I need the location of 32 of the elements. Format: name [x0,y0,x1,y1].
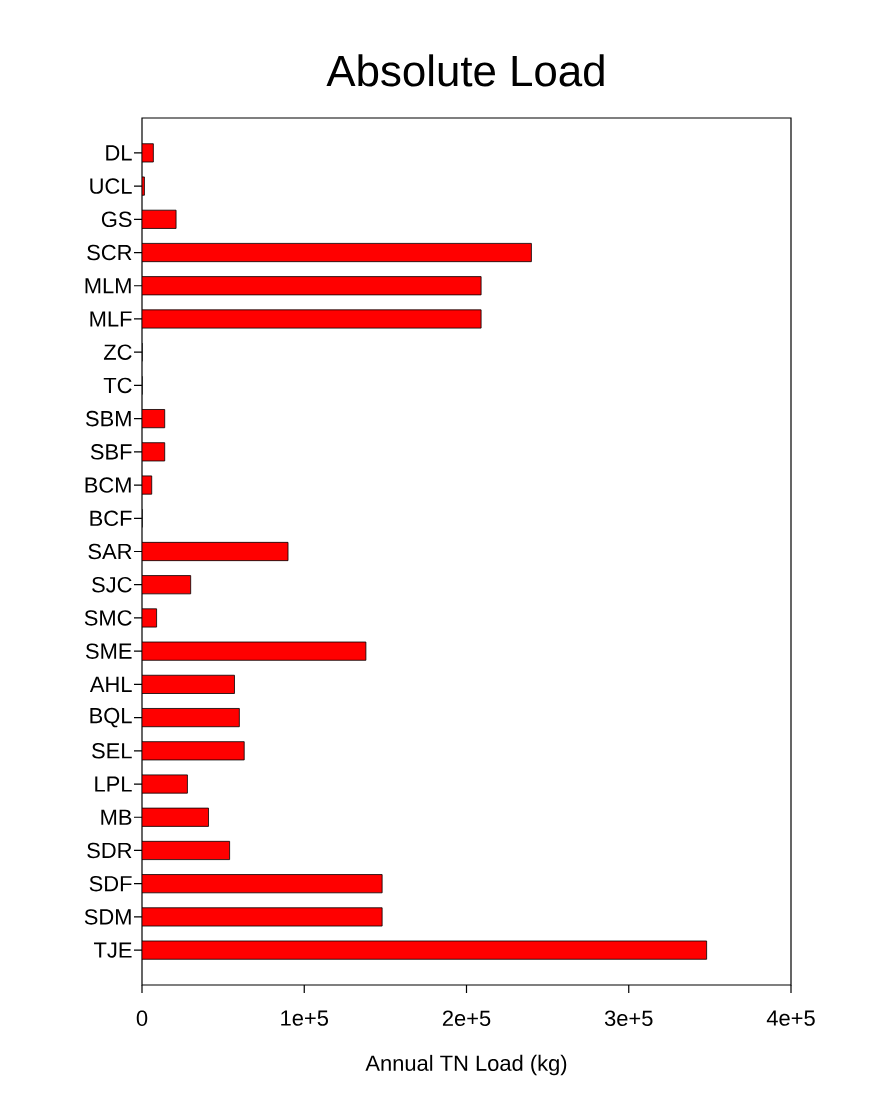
y-tick-label: TJE [94,942,132,958]
y-tick-label: SJC [92,576,132,593]
y-tick-label: GS [101,211,132,228]
y-tick-label: SME [85,643,132,659]
y-tick-label: AHL [89,676,132,692]
y-tick-label: SAR [88,543,132,560]
y-tick-label: TC [103,377,132,394]
y-tick-label: MLF [90,311,132,327]
y-tick-label: SBM [85,410,131,427]
y-tick-label: SBF [90,444,132,460]
y-tick-label: MLM [85,278,131,294]
y-tick-label: DL [106,145,132,161]
chart-title: Absolute Load [326,54,604,87]
y-tick-label: UCL [90,178,132,194]
y-tick-label: SDR [87,842,132,859]
y-tick-label: SEL [92,743,132,759]
y-tick-label: SDM [84,909,131,925]
y-tick-label: SCR [87,244,132,261]
y-tick-label: ZC [103,344,132,360]
y-tick-label: SDF [89,875,132,892]
x-tick-label: 0 [136,1010,148,1027]
x-tick-label: 1e+5 [281,1010,328,1026]
x-tick-label: 2e+5 [442,1010,491,1027]
x-tick-label: 3e+5 [604,1010,653,1027]
y-tick-label: LPL [95,776,132,792]
y-tick-label: SMC [84,610,132,626]
x-axis-title: Annual TN Load (kg) [365,1054,567,1076]
y-tick-label: MB [101,809,132,825]
y-tick-label: BQL [90,707,132,728]
x-tick-label: 4e+5 [766,1010,815,1026]
y-tick-label: BCF [90,510,132,527]
y-tick-label: BCM [85,477,131,493]
